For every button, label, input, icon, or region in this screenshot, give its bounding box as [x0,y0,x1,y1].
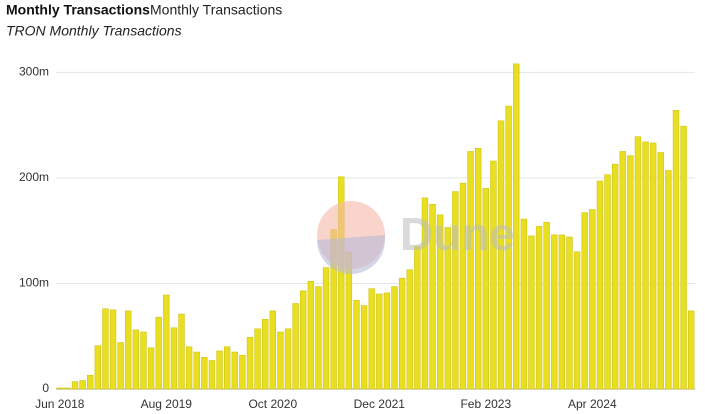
bar [566,236,573,390]
bar [284,328,292,390]
bar [117,342,124,390]
chart-tab-name[interactable]: Monthly Transactions [150,2,282,18]
bar [604,174,611,390]
bar [292,303,299,390]
y-tick-label: 0 [42,381,49,395]
bar [642,141,649,390]
bar [406,269,413,390]
bar [573,251,581,390]
y-tick-label: 100m [19,276,49,290]
bar [490,160,497,390]
bar [338,176,345,390]
bar [64,387,71,390]
x-tick-label: Aug 2019 [141,397,193,411]
bar [56,387,63,390]
bar [163,294,170,390]
bar [459,182,467,390]
bar [178,313,185,390]
bar [300,290,307,390]
bar [589,209,596,390]
bar [368,288,375,390]
bar [444,227,451,390]
bar [269,310,276,390]
bar [634,136,642,390]
bar [558,234,566,390]
bar [277,331,284,390]
bar [429,203,436,390]
bar [262,319,269,390]
bar [391,286,398,390]
bar [239,354,246,390]
bar [452,191,459,390]
bar [147,347,155,390]
bar [543,221,550,390]
bar [627,155,634,390]
bar [216,350,223,390]
bar [223,346,231,390]
x-tick-label: Feb 2023 [460,397,511,411]
bar [193,351,200,390]
chart-title: TRON Monthly Transactions [6,23,182,39]
bar [505,105,512,390]
watermark-logo [317,201,385,274]
bar [71,381,79,390]
bar [535,226,543,390]
bar [360,305,368,390]
bar [482,188,489,390]
bar [513,63,520,390]
bar [414,246,421,390]
bar [581,212,588,390]
bar [657,152,664,390]
y-tick-label: 300m [19,64,49,78]
bar [87,374,94,390]
bar [322,267,330,390]
bar [436,214,444,390]
bar [619,151,626,390]
bar [649,142,657,390]
bar [672,110,680,390]
bar [79,380,86,390]
bar [398,277,406,390]
bar [307,281,315,390]
bar [665,170,672,390]
bar [102,308,109,390]
bar [315,286,322,390]
bar [208,360,216,390]
bar [520,218,528,390]
bar [125,310,132,390]
y-tick-label: 200m [19,170,49,184]
bar [155,316,162,390]
bar [475,148,482,390]
bar [497,120,505,390]
x-tick-label: Jun 2018 [35,397,85,411]
bar [94,345,102,390]
bar [231,351,238,390]
bar [376,293,383,390]
bar [185,346,193,390]
bar [467,151,474,390]
bar [528,235,535,390]
bar [551,234,558,390]
bar [201,357,208,390]
bar [246,336,254,390]
bar [140,331,147,390]
x-tick-label: Dec 2021 [354,397,406,411]
bar [421,197,429,390]
bar [353,300,360,390]
bar [680,125,687,390]
bar [596,180,604,390]
bar [688,310,695,390]
x-tick-label: Apr 2024 [568,397,617,411]
bar [170,327,178,390]
bar [254,328,261,390]
bar [109,309,117,390]
x-tick-label: Oct 2020 [248,397,297,411]
bar [132,329,140,390]
chart-tab-title[interactable]: Monthly Transactions [6,2,150,18]
bar [383,292,391,390]
bar [611,163,619,390]
watermark: Dune [400,208,515,260]
